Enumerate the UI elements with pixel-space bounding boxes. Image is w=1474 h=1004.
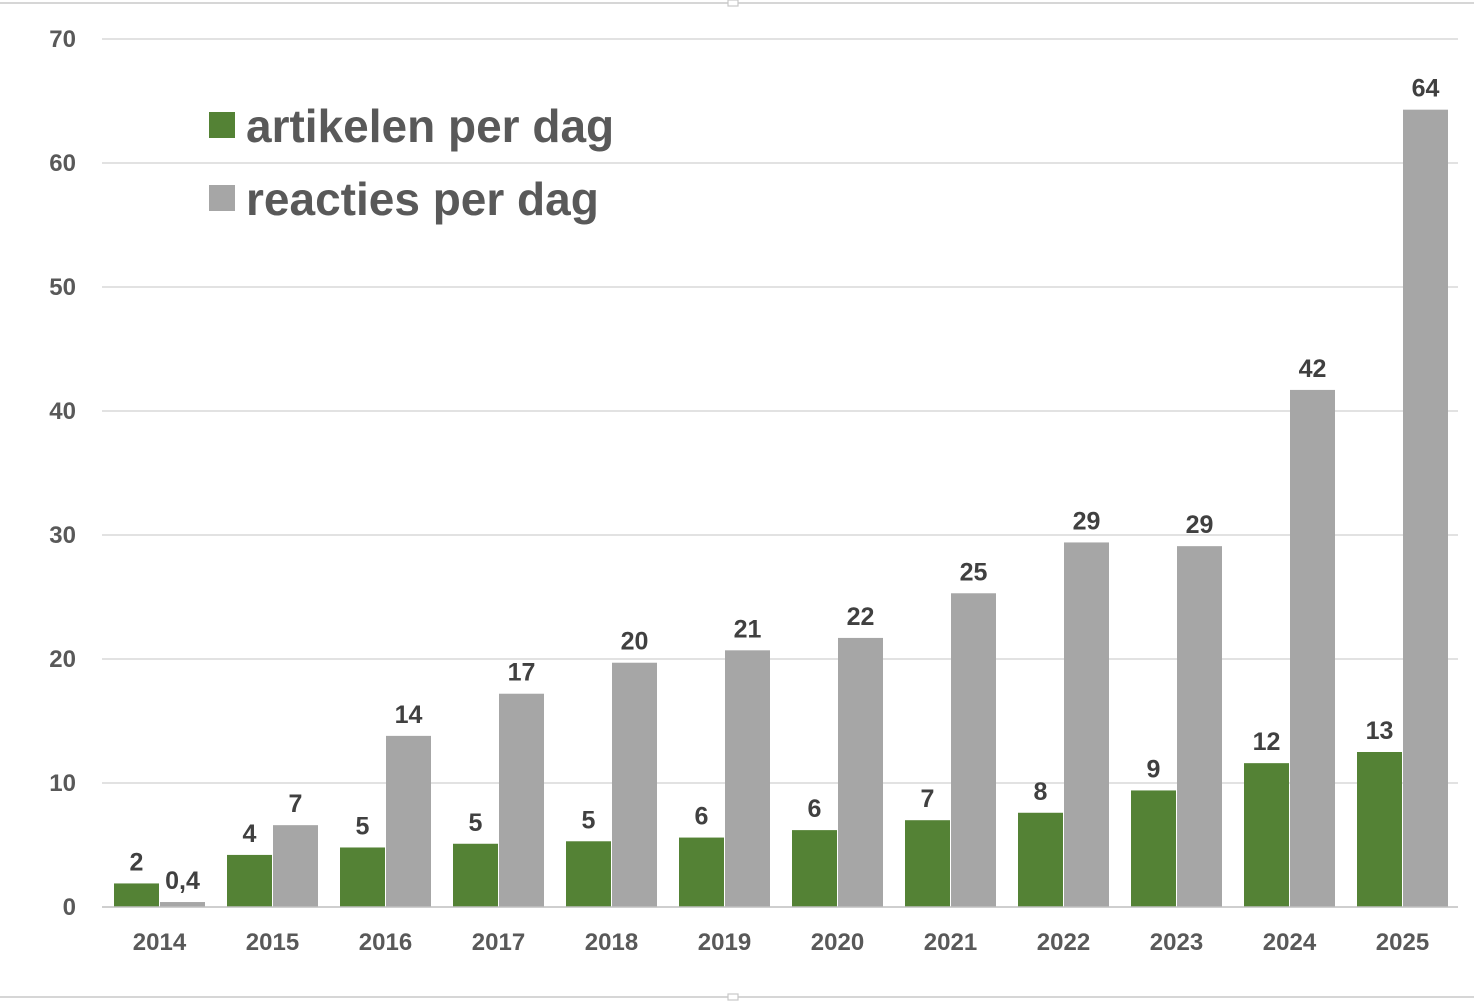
x-tick-label: 2020 xyxy=(811,929,864,956)
data-label-reacties-2014: 0,4 xyxy=(165,867,200,895)
x-tick-label: 2019 xyxy=(698,929,751,956)
x-axis: 2014 2015 2016 2017 2018 2019 2020 2021 2022 2023… xyxy=(102,906,1458,956)
bar-reacties-2017 xyxy=(499,693,544,907)
data-label-artikelen-2022: 8 xyxy=(1034,778,1048,806)
bar-artikelen-2024 xyxy=(1244,763,1289,907)
data-label-reacties-2020: 22 xyxy=(847,603,875,631)
data-label-artikelen-2025: 13 xyxy=(1366,717,1394,745)
data-label-reacties-2023: 29 xyxy=(1186,511,1214,539)
y-tick-label: 40 xyxy=(49,398,76,425)
bar-reacties-2016 xyxy=(386,735,431,907)
x-tick-label: 2015 xyxy=(246,929,299,956)
bar-reacties-2025 xyxy=(1403,109,1448,908)
bar-reacties-2022 xyxy=(1064,542,1109,907)
legend-label-artikelen: artikelen per dag xyxy=(246,100,614,152)
bar-artikelen-2014 xyxy=(114,883,159,907)
data-label-artikelen-2017: 5 xyxy=(469,809,483,837)
data-label-artikelen-2020: 6 xyxy=(808,795,822,823)
data-label-artikelen-2014: 2 xyxy=(130,848,144,876)
frame-handle-top[interactable] xyxy=(727,0,739,7)
bar-reacties-2021 xyxy=(951,593,996,907)
data-labels: 2 0,4 4 7 5 14 5 17 5 20 6 21 6 22 7 25 8 29 9 29 12 42 13 64 xyxy=(130,75,1440,895)
bar-artikelen-2025 xyxy=(1357,752,1402,907)
legend-swatch-artikelen xyxy=(209,112,235,138)
bar-reacties-2020 xyxy=(838,637,883,907)
x-tick-label: 2021 xyxy=(924,929,977,956)
y-tick-label: 0 xyxy=(63,894,76,921)
data-label-reacties-2025: 64 xyxy=(1412,75,1440,103)
legend: artikelen per dag reacties per dag xyxy=(209,100,614,225)
bars xyxy=(114,109,1448,908)
data-label-artikelen-2021: 7 xyxy=(921,785,935,813)
data-label-reacties-2019: 21 xyxy=(734,615,762,643)
x-tick-label: 2023 xyxy=(1150,929,1203,956)
bar-reacties-2015 xyxy=(273,825,318,907)
bar-reacties-2018 xyxy=(612,662,657,907)
data-label-artikelen-2019: 6 xyxy=(695,803,709,831)
data-label-artikelen-2016: 5 xyxy=(356,812,370,840)
x-tick-label: 2022 xyxy=(1037,929,1090,956)
bar-artikelen-2015 xyxy=(227,854,272,907)
bar-reacties-2019 xyxy=(725,650,770,907)
y-tick-label: 70 xyxy=(49,26,76,53)
x-tick-label: 2014 xyxy=(133,929,187,956)
bar-artikelen-2019 xyxy=(679,837,724,907)
y-axis: 0 10 20 30 40 50 60 70 xyxy=(49,26,76,921)
y-tick-label: 50 xyxy=(49,274,76,301)
data-label-artikelen-2024: 12 xyxy=(1253,728,1281,756)
data-label-artikelen-2018: 5 xyxy=(582,806,596,834)
x-tick-label: 2017 xyxy=(472,929,525,956)
bar-artikelen-2020 xyxy=(792,830,837,907)
bar-reacties-2024 xyxy=(1290,389,1335,907)
data-label-reacties-2024: 42 xyxy=(1299,355,1327,383)
legend-label-reacties: reacties per dag xyxy=(246,173,599,225)
frame-handle-bottom[interactable] xyxy=(727,993,739,1001)
x-tick-label: 2016 xyxy=(359,929,412,956)
bar-reacties-2014 xyxy=(160,902,205,907)
x-tick-label: 2018 xyxy=(585,929,638,956)
data-label-reacties-2022: 29 xyxy=(1073,507,1101,535)
data-label-artikelen-2023: 9 xyxy=(1147,755,1161,783)
bar-artikelen-2021 xyxy=(905,820,950,907)
data-label-reacties-2017: 17 xyxy=(508,659,536,687)
bar-artikelen-2018 xyxy=(566,841,611,907)
data-label-artikelen-2015: 4 xyxy=(243,820,257,848)
legend-swatch-reacties xyxy=(209,185,235,211)
bar-reacties-2023 xyxy=(1177,546,1222,907)
y-tick-label: 60 xyxy=(49,150,76,177)
data-label-reacties-2021: 25 xyxy=(960,558,988,586)
bar-artikelen-2023 xyxy=(1131,790,1176,907)
x-tick-label: 2025 xyxy=(1376,929,1429,956)
x-tick-label: 2024 xyxy=(1263,929,1317,956)
gridlines xyxy=(102,38,1458,784)
data-label-reacties-2016: 14 xyxy=(395,701,423,729)
y-tick-label: 30 xyxy=(49,522,76,549)
data-label-reacties-2018: 20 xyxy=(621,628,649,656)
data-label-reacties-2015: 7 xyxy=(289,790,303,818)
bar-artikelen-2017 xyxy=(453,843,498,907)
bar-artikelen-2016 xyxy=(340,847,385,907)
y-tick-label: 20 xyxy=(49,646,76,673)
y-tick-label: 10 xyxy=(49,770,76,797)
bar-artikelen-2022 xyxy=(1018,812,1063,907)
